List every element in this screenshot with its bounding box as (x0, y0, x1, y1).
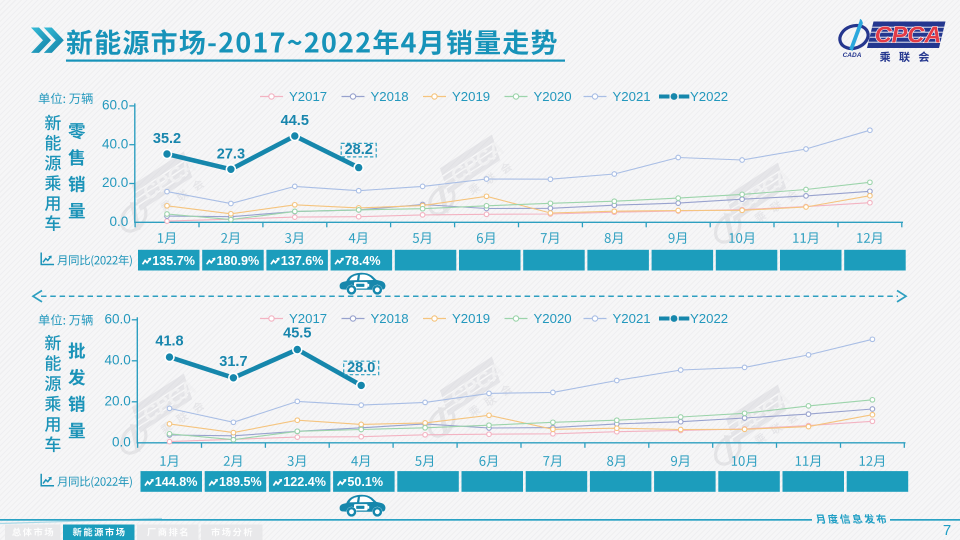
svg-text:78.4%: 78.4% (345, 254, 381, 268)
svg-text:Y2020: Y2020 (534, 89, 572, 104)
svg-text:31.7: 31.7 (219, 354, 247, 370)
svg-text:35.2: 35.2 (153, 131, 181, 147)
svg-text:20.0: 20.0 (102, 175, 128, 190)
svg-text:7: 7 (943, 522, 951, 539)
svg-text:135.7%: 135.7% (152, 254, 195, 268)
svg-text:0.0: 0.0 (110, 214, 129, 229)
svg-text:27.3: 27.3 (217, 146, 245, 162)
svg-text:CPCA: CPCA (875, 22, 942, 48)
svg-text:Y2019: Y2019 (452, 89, 490, 104)
svg-text:Y2017: Y2017 (289, 89, 327, 104)
svg-text:Y2022: Y2022 (690, 89, 728, 104)
svg-text:45.5: 45.5 (283, 326, 311, 342)
svg-text:Y2021: Y2021 (613, 311, 651, 326)
svg-text:Y2017: Y2017 (289, 311, 327, 326)
svg-text:60.0: 60.0 (102, 98, 128, 113)
svg-text:40.0: 40.0 (102, 136, 128, 151)
svg-text:40.0: 40.0 (105, 352, 131, 367)
svg-text:Y2018: Y2018 (371, 311, 409, 326)
svg-text:50.1%: 50.1% (347, 475, 383, 489)
svg-text:28.0: 28.0 (347, 360, 375, 376)
svg-text:144.8%: 144.8% (155, 475, 198, 489)
svg-text:0.0: 0.0 (112, 434, 131, 449)
svg-text:44.5: 44.5 (281, 113, 309, 129)
svg-text:60.0: 60.0 (105, 311, 131, 326)
svg-text:189.5%: 189.5% (219, 475, 262, 489)
svg-text:41.8: 41.8 (155, 333, 183, 349)
svg-text:28.2: 28.2 (345, 142, 373, 158)
svg-text:122.4%: 122.4% (283, 475, 326, 489)
svg-text:CADA: CADA (843, 52, 862, 59)
svg-text:137.6%: 137.6% (281, 254, 324, 268)
svg-text:20.0: 20.0 (105, 393, 131, 408)
svg-text:Y2020: Y2020 (534, 311, 572, 326)
svg-text:Y2021: Y2021 (613, 89, 651, 104)
svg-text:180.9%: 180.9% (217, 254, 260, 268)
svg-text:Y2022: Y2022 (690, 311, 728, 326)
svg-text:Y2018: Y2018 (371, 89, 409, 104)
svg-text:Y2019: Y2019 (452, 311, 490, 326)
